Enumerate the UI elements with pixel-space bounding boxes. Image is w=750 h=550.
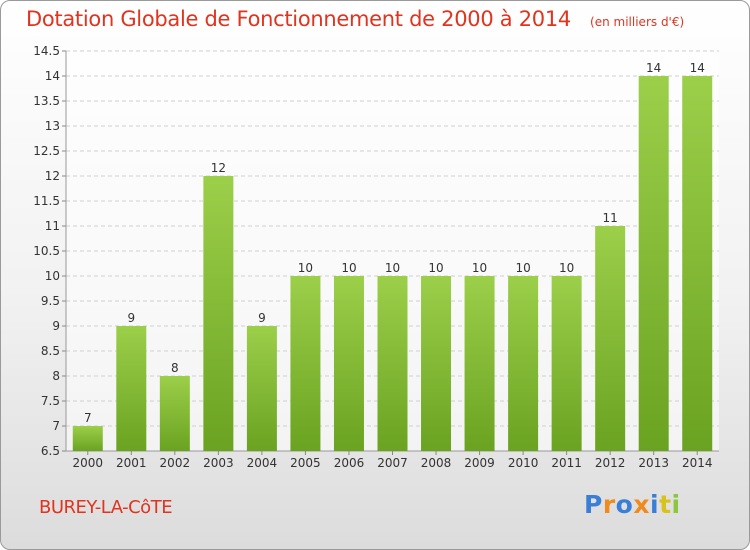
bar-value-label: 9 xyxy=(127,311,135,325)
bar xyxy=(551,276,582,451)
proxiti-logo: Proxiti xyxy=(584,490,681,519)
bar-value-label: 10 xyxy=(428,261,443,275)
bar-value-label: 7 xyxy=(84,411,92,425)
bar-value-label: 14 xyxy=(690,61,705,75)
place-name: BUREY-LA-CôTE xyxy=(39,497,173,518)
logo-letter: o xyxy=(615,490,634,519)
bar-value-label: 9 xyxy=(258,311,266,325)
bar xyxy=(246,326,277,451)
logo-letter: P xyxy=(584,490,603,519)
bar xyxy=(159,376,190,451)
x-tick-label: 2008 xyxy=(421,456,452,470)
y-tick-label: 13.5 xyxy=(33,94,60,108)
bar xyxy=(508,276,539,451)
x-tick-label: 2013 xyxy=(638,456,669,470)
bar-value-label: 12 xyxy=(211,161,226,175)
chart-subtitle: (en milliers d'€) xyxy=(590,15,685,29)
bar xyxy=(595,226,626,451)
bar xyxy=(464,276,495,451)
y-tick-label: 6.5 xyxy=(41,444,60,458)
y-tick-label: 7.5 xyxy=(41,394,60,408)
y-tick-label: 13 xyxy=(45,119,60,133)
bar-value-label: 11 xyxy=(603,211,618,225)
bar xyxy=(638,76,669,451)
y-tick-label: 14 xyxy=(45,69,60,83)
bar xyxy=(333,276,364,451)
bar-value-label: 10 xyxy=(341,261,356,275)
bar-value-label: 10 xyxy=(385,261,400,275)
logo-letter: r xyxy=(602,490,616,519)
x-tick-label: 2011 xyxy=(551,456,582,470)
bar xyxy=(682,76,713,451)
y-tick-label: 12 xyxy=(45,169,60,183)
x-tick-label: 2007 xyxy=(377,456,408,470)
bar-value-label: 8 xyxy=(171,361,179,375)
title-block: Dotation Globale de Fonctionnement de 20… xyxy=(26,7,684,31)
bar xyxy=(72,426,103,451)
y-tick-label: 7 xyxy=(52,419,60,433)
y-tick-label: 8.5 xyxy=(41,344,60,358)
bar-value-label: 10 xyxy=(515,261,530,275)
bar xyxy=(116,326,147,451)
bar-value-label: 14 xyxy=(646,61,661,75)
y-tick-label: 9.5 xyxy=(41,294,60,308)
logo-letter: i xyxy=(671,490,681,519)
bar-value-label: 10 xyxy=(559,261,574,275)
x-tick-label: 2006 xyxy=(334,456,365,470)
bar-value-label: 10 xyxy=(298,261,313,275)
logo-letter: t xyxy=(659,490,672,519)
x-tick-label: 2003 xyxy=(203,456,234,470)
logo-letter: x xyxy=(633,490,650,519)
y-tick-label: 14.5 xyxy=(33,44,60,58)
x-tick-label: 2001 xyxy=(116,456,147,470)
bar xyxy=(421,276,452,451)
x-tick-label: 2010 xyxy=(508,456,539,470)
x-tick-label: 2014 xyxy=(682,456,713,470)
bar xyxy=(290,276,321,451)
x-tick-label: 2000 xyxy=(72,456,103,470)
x-tick-label: 2012 xyxy=(595,456,626,470)
x-tick-label: 2002 xyxy=(160,456,191,470)
y-tick-label: 11.5 xyxy=(33,194,60,208)
x-tick-label: 2005 xyxy=(290,456,321,470)
y-tick-label: 12.5 xyxy=(33,144,60,158)
y-tick-label: 10.5 xyxy=(33,244,60,258)
bar-value-label: 10 xyxy=(472,261,487,275)
y-tick-label: 11 xyxy=(45,219,60,233)
x-tick-label: 2004 xyxy=(247,456,278,470)
y-tick-label: 9 xyxy=(52,319,60,333)
y-tick-label: 8 xyxy=(52,369,60,383)
chart-title: Dotation Globale de Fonctionnement de 20… xyxy=(26,7,571,31)
logo-letter: i xyxy=(650,490,660,519)
bar xyxy=(377,276,408,451)
x-tick-label: 2009 xyxy=(464,456,495,470)
y-tick-label: 10 xyxy=(45,269,60,283)
bar xyxy=(203,176,234,451)
